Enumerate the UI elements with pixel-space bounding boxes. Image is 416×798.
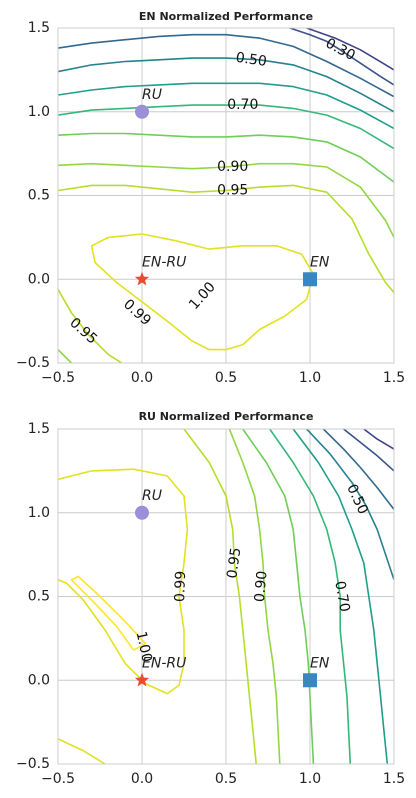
y-tick-label: 0.5 (28, 589, 50, 605)
y-tick-label: 0.5 (28, 188, 50, 204)
y-tick-label: 0.0 (28, 271, 50, 287)
x-tick-label: 0.0 (131, 771, 153, 787)
contour-label: 0.90 (252, 570, 271, 602)
point-marker-en-ru (134, 672, 150, 687)
x-tick-label: 1.0 (299, 771, 321, 787)
ru-performance-panel: RU Normalized Performance 0.50 0.70 0.90 0.… (16, 410, 405, 787)
y-tick-label: 0.0 (28, 672, 50, 688)
y-tick-label: −0.5 (16, 355, 50, 371)
x-tick-label: −0.5 (41, 370, 75, 386)
contour-line (58, 184, 394, 294)
contour-line (306, 429, 394, 581)
x-tick-label: 1.5 (383, 370, 405, 386)
chart-title-ru: RU Normalized Performance (139, 410, 314, 423)
contour-label: 0.30 (323, 35, 358, 64)
contour-line (228, 429, 281, 764)
contour-line (306, 28, 394, 71)
contour-label: 0.95 (217, 182, 248, 198)
point-marker-ru (135, 104, 149, 119)
contour-line (58, 288, 123, 363)
contour-label: 0.95 (224, 546, 244, 579)
en-performance-panel: EN Normalized Performance 0.30 0.50 0.70 0.… (16, 10, 405, 386)
contour-line (58, 57, 394, 113)
contour-label: 0.99 (172, 571, 189, 603)
contour-line (242, 429, 315, 764)
contour-line (363, 429, 394, 450)
chart-title-en: EN Normalized Performance (139, 10, 313, 23)
point-marker-en (303, 673, 317, 688)
x-tick-label: −0.5 (41, 771, 75, 787)
contour-lines (58, 28, 394, 363)
contour-line (58, 738, 106, 764)
point-label: EN (310, 655, 330, 671)
contour-line (269, 429, 352, 764)
contour-label: 0.70 (331, 580, 352, 613)
contour-line (70, 575, 147, 651)
contour-line (322, 429, 394, 510)
plot-frame (57, 27, 395, 364)
x-tick-label: 1.5 (383, 771, 405, 787)
point-label: EN-RU (142, 254, 186, 270)
point-marker-en (303, 272, 317, 287)
y-tick-label: −0.5 (16, 756, 50, 772)
point-label: EN-RU (142, 655, 186, 671)
contour-line (58, 349, 72, 363)
contour-label: 0.99 (120, 296, 154, 329)
plot-frame (57, 428, 395, 765)
y-tick-label: 1.0 (28, 104, 50, 120)
x-tick-label: 0.0 (131, 370, 153, 386)
x-tick-label: 0.5 (215, 771, 237, 787)
point-marker-en-ru (134, 271, 150, 286)
point-label: RU (142, 87, 162, 103)
y-tick-label: 1.5 (28, 421, 50, 437)
contour-lines (58, 429, 394, 764)
point-label: EN (310, 254, 330, 270)
contour-line (58, 132, 394, 183)
contour-line (58, 82, 394, 130)
contour-line (292, 429, 389, 764)
contour-label: 0.95 (66, 315, 100, 348)
contour-line (58, 33, 394, 98)
point-label: RU (142, 488, 162, 504)
contour-line (183, 429, 257, 764)
y-tick-label: 1.0 (28, 505, 50, 521)
contour-label: 0.90 (217, 159, 248, 175)
y-tick-label: 1.5 (28, 20, 50, 36)
contour-line (343, 429, 394, 472)
contour-line (58, 104, 394, 150)
contour-line (58, 162, 394, 238)
contour-line (90, 233, 315, 351)
contour-label: 0.50 (343, 482, 371, 517)
x-tick-label: 1.0 (299, 370, 321, 386)
x-tick-label: 0.5 (215, 370, 237, 386)
point-marker-ru (135, 505, 149, 520)
contour-label: 1.00 (186, 279, 219, 313)
contour-label: 1.00 (133, 630, 155, 664)
contour-line (289, 28, 394, 86)
contour-label: 0.50 (235, 50, 268, 70)
contour-label: 0.70 (227, 97, 258, 113)
contour-line (58, 468, 189, 695)
